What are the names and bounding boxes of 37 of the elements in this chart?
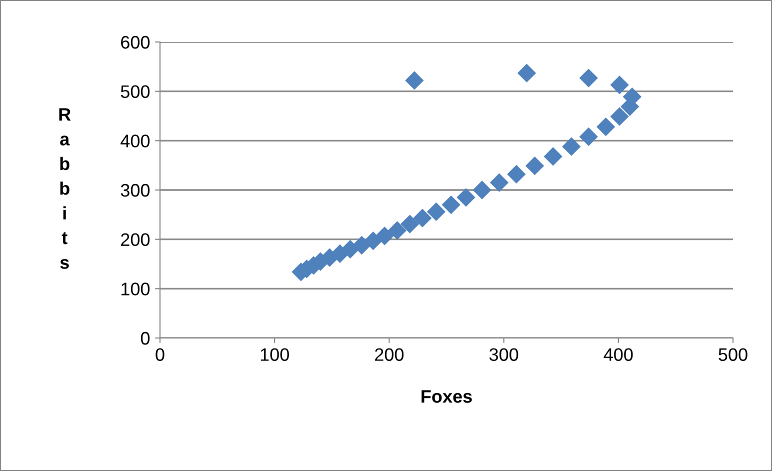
point xyxy=(352,236,372,255)
point xyxy=(490,173,509,192)
point xyxy=(517,64,536,82)
point xyxy=(610,76,629,94)
point xyxy=(579,68,598,88)
x-tick-label: 200 xyxy=(375,348,404,361)
point xyxy=(507,164,526,184)
point xyxy=(375,226,394,246)
point xyxy=(442,195,460,214)
x-tick-label: 500 xyxy=(718,348,748,361)
x-tick-label: 300 xyxy=(489,348,518,361)
y-tick-label: 100 xyxy=(122,282,150,296)
y-tick-label: 200 xyxy=(121,233,150,246)
x-tick-label: 100 xyxy=(260,348,289,361)
point xyxy=(596,118,616,136)
point xyxy=(426,202,446,222)
point xyxy=(525,156,544,176)
point xyxy=(364,231,382,250)
y-axis-title: R a b b i t s xyxy=(59,108,71,269)
point xyxy=(472,180,492,200)
point xyxy=(579,127,598,146)
y-tick-label: 500 xyxy=(120,85,150,98)
point xyxy=(413,208,432,228)
y-tick-label: 300 xyxy=(120,184,150,197)
point xyxy=(400,214,420,234)
point xyxy=(610,107,629,126)
y-tick-label: 600 xyxy=(121,36,150,49)
point xyxy=(388,221,407,240)
x-tick-label: 0 xyxy=(156,348,164,361)
point xyxy=(544,147,562,166)
x-tick-label: 400 xyxy=(604,348,633,361)
point xyxy=(405,71,424,90)
y-tick-label: 400 xyxy=(120,134,150,148)
y-tick-label: 0 xyxy=(140,332,150,345)
x-axis-title: Foxes xyxy=(422,390,472,403)
point xyxy=(456,188,476,207)
point xyxy=(562,137,581,156)
